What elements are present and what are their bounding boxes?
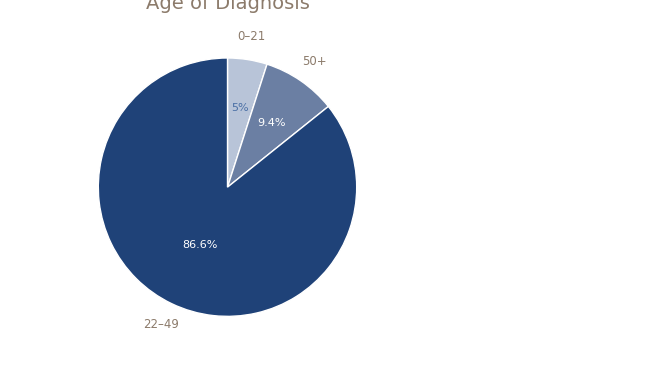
Wedge shape [227, 58, 267, 187]
Text: 86.6%: 86.6% [182, 240, 217, 250]
Text: 5%: 5% [231, 103, 249, 113]
Text: 50+: 50+ [302, 55, 326, 68]
Title: Age of Diagnosis: Age of Diagnosis [146, 0, 309, 13]
Text: 22–49: 22–49 [144, 318, 179, 331]
Wedge shape [227, 64, 328, 187]
Text: 9.4%: 9.4% [257, 118, 286, 128]
Wedge shape [98, 58, 357, 316]
Text: 0–21: 0–21 [237, 30, 265, 43]
